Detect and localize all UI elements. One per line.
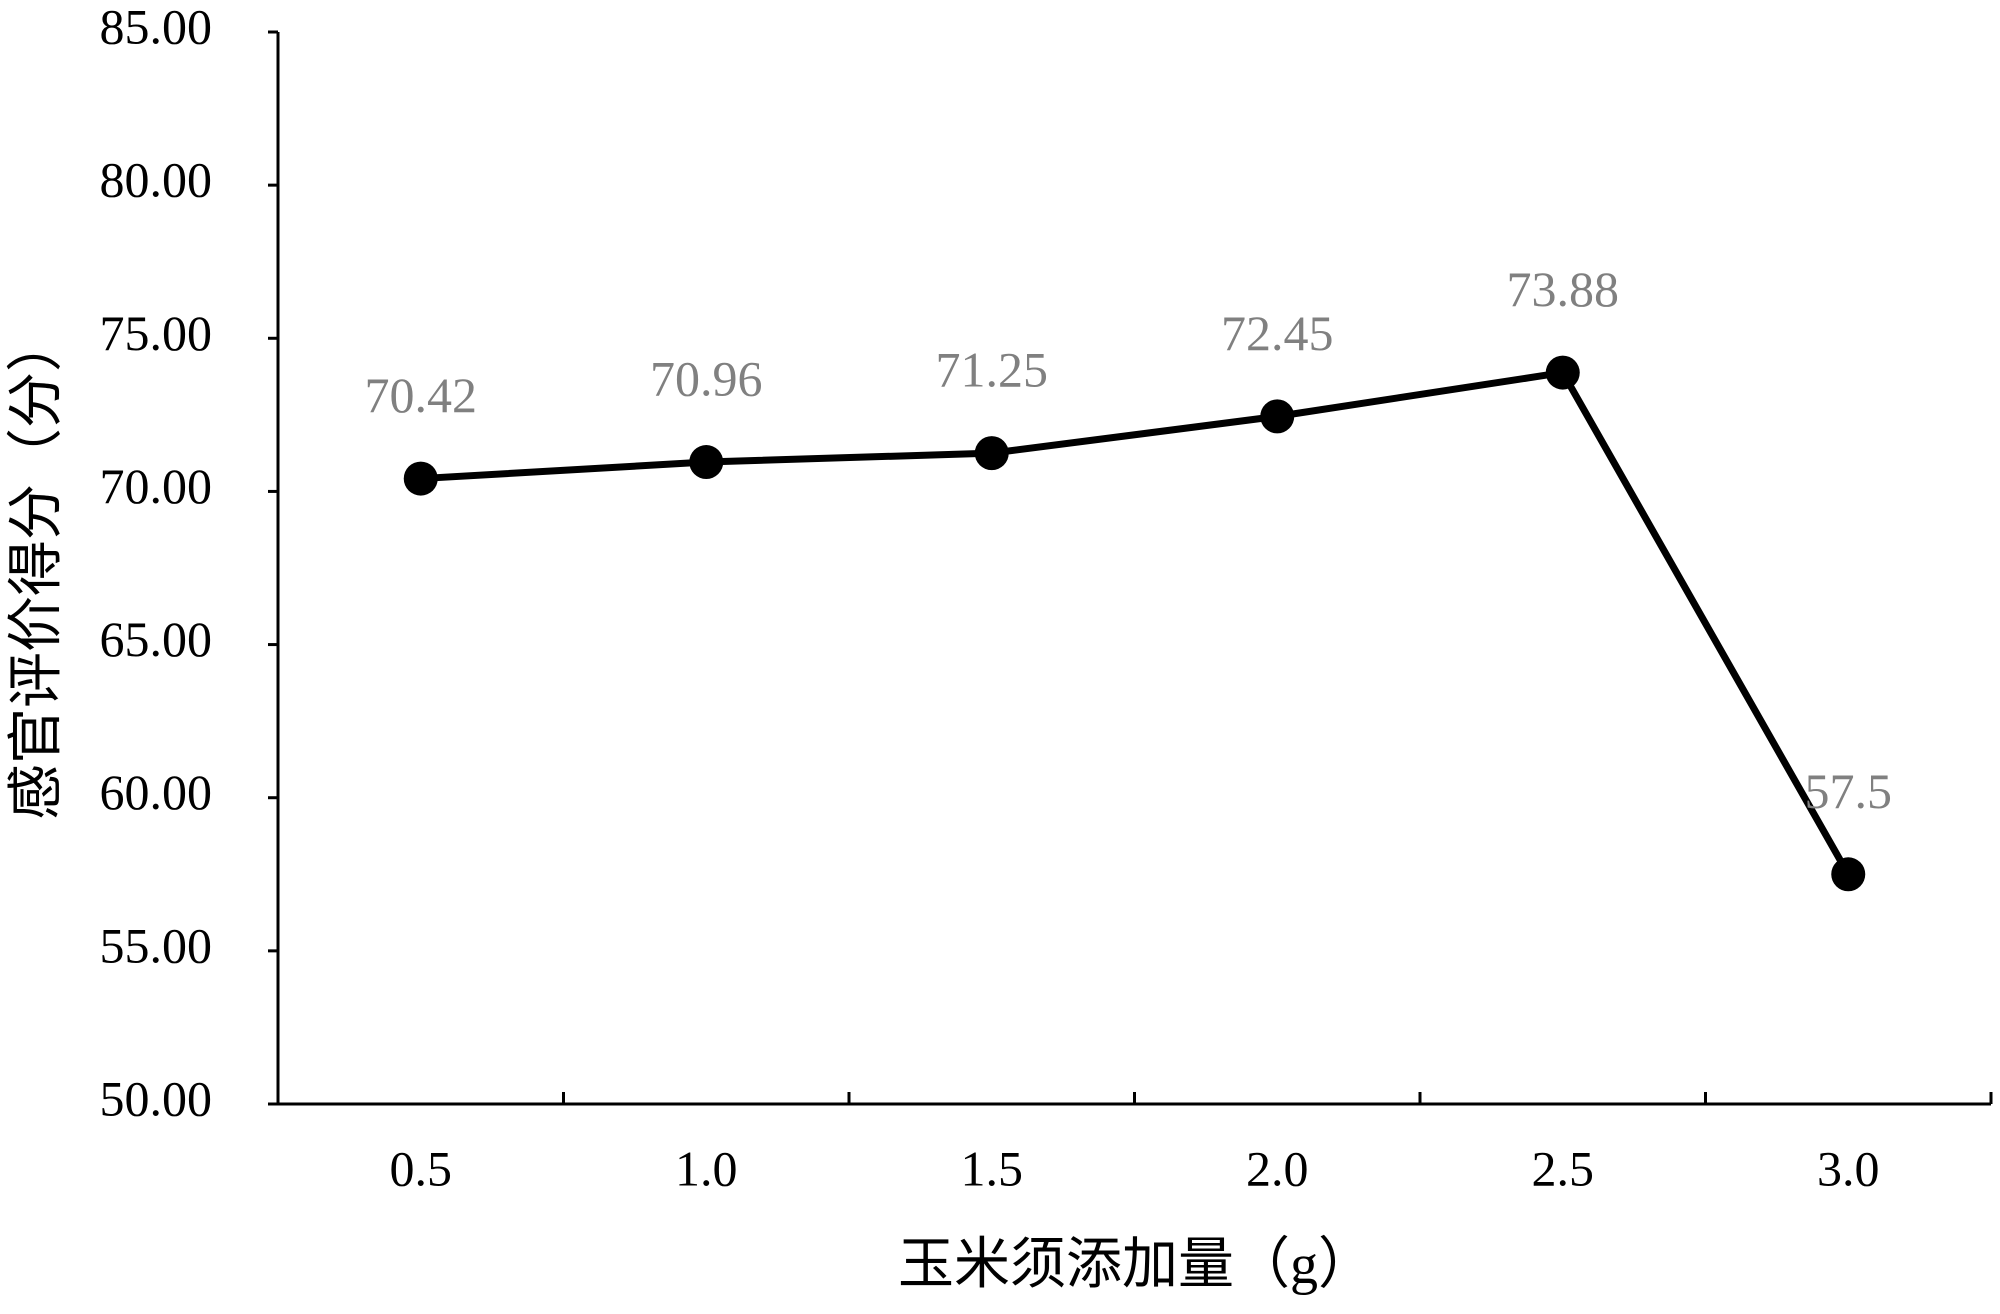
y-tick-label: 60.00 (100, 764, 213, 820)
x-tick-label: 1.5 (961, 1140, 1024, 1196)
data-label: 57.5 (1805, 763, 1893, 819)
x-tick-label: 1.0 (675, 1140, 738, 1196)
y-axis-title: 感官评价得分（分） (6, 316, 68, 820)
y-tick-label: 70.00 (100, 458, 213, 514)
data-label: 71.25 (936, 342, 1049, 398)
x-tick-label: 2.5 (1532, 1140, 1595, 1196)
data-line (420, 369, 1852, 877)
x-tick-label: 0.5 (390, 1140, 453, 1196)
x-tick-label: 3.0 (1817, 1140, 1880, 1196)
y-tick-label: 85.00 (100, 0, 213, 54)
y-tick-label: 80.00 (100, 152, 213, 208)
data-label: 72.45 (1221, 305, 1334, 361)
marker (403, 461, 438, 496)
data-label: 70.42 (365, 367, 478, 423)
marker (1545, 355, 1580, 390)
marker (1831, 857, 1866, 892)
marker (689, 445, 724, 480)
x-axis-title: 玉米须添加量（g） (898, 1234, 1374, 1296)
marker (974, 436, 1009, 471)
y-tick-label: 65.00 (100, 611, 213, 667)
y-tick-label: 55.00 (100, 917, 213, 973)
marker (1260, 399, 1295, 434)
x-tick-label: 2.0 (1246, 1140, 1309, 1196)
data-label: 70.96 (650, 350, 763, 406)
y-tick-label: 50.00 (100, 1070, 213, 1126)
data-label: 73.88 (1507, 261, 1620, 317)
y-tick-label: 75.00 (100, 305, 213, 361)
